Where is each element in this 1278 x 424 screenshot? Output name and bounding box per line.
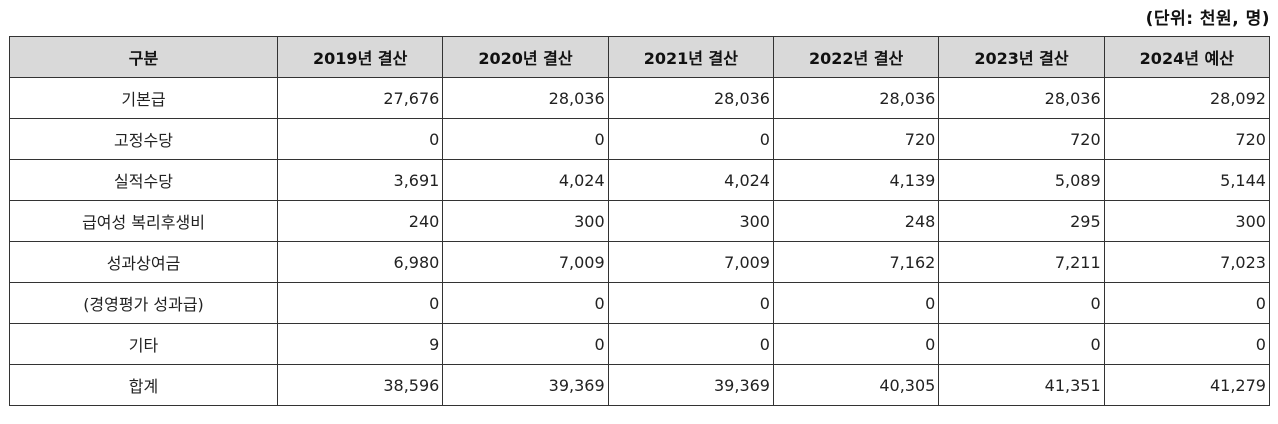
table-cell: 6,980 [276, 241, 444, 283]
table-cell: 41,279 [1103, 364, 1270, 406]
table-cell: 9 [276, 323, 444, 365]
table-header: 구분 2019년 결산 2020년 결산 2021년 결산 2022년 결산 2… [9, 36, 1270, 78]
table-cell: 0 [442, 282, 609, 324]
table-cell: 7,211 [938, 241, 1105, 283]
row-label: 기본급 [9, 77, 278, 119]
table-cell: 28,036 [772, 77, 940, 119]
salary-table: 구분 2019년 결산 2020년 결산 2021년 결산 2022년 결산 2… [9, 36, 1270, 406]
column-header-2021: 2021년 결산 [607, 36, 774, 78]
row-label: 기타 [9, 323, 278, 365]
table-cell: 5,144 [1103, 159, 1270, 201]
table-cell: 300 [442, 200, 609, 242]
table-cell: 0 [772, 323, 940, 365]
column-header-2019: 2019년 결산 [276, 36, 444, 78]
table-cell: 0 [607, 118, 774, 160]
row-label: 실적수당 [9, 159, 278, 201]
table-cell: 7,009 [607, 241, 774, 283]
column-header-2022: 2022년 결산 [772, 36, 940, 78]
row-label: 고정수당 [9, 118, 278, 160]
table-cell: 0 [607, 282, 774, 324]
table-cell: 0 [772, 282, 940, 324]
table-cell: 39,369 [607, 364, 774, 406]
table-cell: 4,024 [442, 159, 609, 201]
table-row: 기타 9 0 0 0 0 0 [9, 323, 1270, 365]
table-cell: 4,139 [772, 159, 940, 201]
table-cell: 0 [1103, 323, 1270, 365]
table-cell: 39,369 [442, 364, 609, 406]
table-cell: 7,009 [442, 241, 609, 283]
table-body: 기본급 27,676 28,036 28,036 28,036 28,036 28,092 고… [9, 77, 1270, 406]
table-cell: 720 [1103, 118, 1270, 160]
table-cell: 720 [772, 118, 940, 160]
header-row: 구분 2019년 결산 2020년 결산 2021년 결산 2022년 결산 2… [9, 36, 1270, 78]
column-header-category: 구분 [9, 36, 278, 78]
column-header-2024: 2024년 예산 [1103, 36, 1270, 78]
table-row: 합계 38,596 39,369 39,369 40,305 41,351 41,279 [9, 364, 1270, 406]
unit-note: (단위: 천원, 명) [1145, 9, 1270, 29]
table-cell: 0 [442, 323, 609, 365]
row-label: 성과상여금 [9, 241, 278, 283]
table-cell: 7,162 [772, 241, 940, 283]
table-cell: 240 [276, 200, 444, 242]
table-cell: 295 [938, 200, 1105, 242]
table-cell: 28,092 [1103, 77, 1270, 119]
table-cell: 4,024 [607, 159, 774, 201]
table-cell: 300 [1103, 200, 1270, 242]
table-cell: 300 [607, 200, 774, 242]
table-cell: 28,036 [938, 77, 1105, 119]
table-cell: 0 [276, 282, 444, 324]
table-cell: 248 [772, 200, 940, 242]
table-row: 고정수당 0 0 0 720 720 720 [9, 118, 1270, 160]
table-cell: 3,691 [276, 159, 444, 201]
table-cell: 0 [1103, 282, 1270, 324]
table-cell: 28,036 [442, 77, 609, 119]
table-cell: 0 [442, 118, 609, 160]
table-cell: 7,023 [1103, 241, 1270, 283]
column-header-2023: 2023년 결산 [938, 36, 1105, 78]
table-cell: 28,036 [607, 77, 774, 119]
table-cell: 0 [607, 323, 774, 365]
row-label: 급여성 복리후생비 [9, 200, 278, 242]
table-cell: 0 [938, 282, 1105, 324]
table-cell: 0 [276, 118, 444, 160]
table-row: (경영평가 성과급) 0 0 0 0 0 0 [9, 282, 1270, 324]
table-cell: 0 [938, 323, 1105, 365]
table-cell: 27,676 [276, 77, 444, 119]
table-row: 실적수당 3,691 4,024 4,024 4,139 5,089 5,144 [9, 159, 1270, 201]
row-label: (경영평가 성과급) [9, 282, 278, 324]
table-cell: 40,305 [772, 364, 940, 406]
table-cell: 720 [938, 118, 1105, 160]
table-row: 성과상여금 6,980 7,009 7,009 7,162 7,211 7,023 [9, 241, 1270, 283]
table-cell: 41,351 [938, 364, 1105, 406]
column-header-2020: 2020년 결산 [442, 36, 609, 78]
table-row: 급여성 복리후생비 240 300 300 248 295 300 [9, 200, 1270, 242]
table-row: 기본급 27,676 28,036 28,036 28,036 28,036 28,092 [9, 77, 1270, 119]
table-cell: 38,596 [276, 364, 444, 406]
row-label: 합계 [9, 364, 278, 406]
table-cell: 5,089 [938, 159, 1105, 201]
